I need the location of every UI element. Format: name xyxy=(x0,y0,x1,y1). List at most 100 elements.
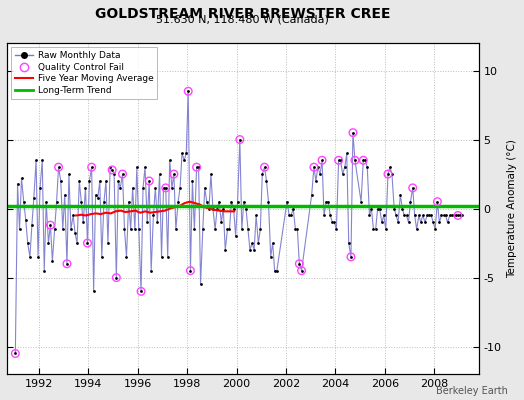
Point xyxy=(15,226,24,232)
Point xyxy=(63,260,71,267)
Point xyxy=(400,212,409,219)
Point xyxy=(40,268,48,274)
Point xyxy=(410,212,419,219)
Point xyxy=(192,164,201,170)
Point xyxy=(454,212,462,219)
Point xyxy=(392,212,400,219)
Point xyxy=(207,171,215,177)
Point xyxy=(425,212,433,219)
Point xyxy=(379,212,388,219)
Point xyxy=(163,254,172,260)
Point xyxy=(95,178,104,184)
Point xyxy=(343,150,351,156)
Point xyxy=(166,157,174,164)
Point xyxy=(402,212,411,219)
Title: GOLDSTREAM RIVER BREWSTER CREE: GOLDSTREAM RIVER BREWSTER CREE xyxy=(95,7,390,21)
Point xyxy=(176,185,184,191)
Point xyxy=(135,226,143,232)
Point xyxy=(285,212,293,219)
Point xyxy=(159,185,168,191)
Point xyxy=(384,171,392,177)
Point xyxy=(374,205,382,212)
Point xyxy=(429,219,438,226)
Point xyxy=(414,212,423,219)
Point xyxy=(433,198,442,205)
Point xyxy=(172,226,180,232)
Point xyxy=(409,185,417,191)
Point xyxy=(427,212,435,219)
Point xyxy=(133,164,141,170)
Point xyxy=(270,268,279,274)
Point xyxy=(157,254,166,260)
Point xyxy=(63,260,71,267)
Point xyxy=(421,219,429,226)
Point xyxy=(90,288,98,294)
Point xyxy=(203,198,211,205)
Point xyxy=(44,240,52,246)
Point xyxy=(130,226,139,232)
Point xyxy=(318,157,326,164)
Point xyxy=(21,216,30,223)
Point xyxy=(233,198,242,205)
Point xyxy=(81,185,90,191)
Point xyxy=(213,205,221,212)
Point xyxy=(359,157,367,164)
Point xyxy=(409,185,417,191)
Point xyxy=(359,157,367,164)
Point xyxy=(334,157,343,164)
Point xyxy=(67,226,75,232)
Point xyxy=(225,226,234,232)
Point xyxy=(30,194,38,201)
Point xyxy=(196,281,205,288)
Point xyxy=(372,226,380,232)
Point xyxy=(180,157,189,164)
Text: Berkeley Earth: Berkeley Earth xyxy=(436,386,508,396)
Point xyxy=(88,164,96,170)
Point xyxy=(419,212,427,219)
Point xyxy=(151,185,160,191)
Point xyxy=(242,205,250,212)
Point xyxy=(32,157,40,164)
Point xyxy=(106,164,114,170)
Point xyxy=(396,192,405,198)
Point xyxy=(145,178,154,184)
Point xyxy=(73,240,81,246)
Point xyxy=(349,130,357,136)
Point xyxy=(298,268,306,274)
Point xyxy=(94,194,102,201)
Point xyxy=(394,219,402,226)
Point xyxy=(83,240,92,246)
Point xyxy=(232,233,240,239)
Point xyxy=(260,164,269,170)
Point xyxy=(54,164,63,170)
Point xyxy=(19,198,28,205)
Point xyxy=(268,240,277,246)
Point xyxy=(357,198,365,205)
Point xyxy=(38,157,47,164)
Point xyxy=(324,198,332,205)
Point xyxy=(223,226,232,232)
Point xyxy=(405,219,413,226)
Point xyxy=(36,185,44,191)
Point xyxy=(406,198,414,205)
Point xyxy=(143,219,151,226)
Point xyxy=(417,219,425,226)
Point xyxy=(217,219,225,226)
Point xyxy=(71,230,79,237)
Point xyxy=(161,185,170,191)
Point xyxy=(145,178,154,184)
Point xyxy=(97,254,106,260)
Point xyxy=(244,226,252,232)
Point xyxy=(110,171,118,177)
Point xyxy=(287,212,296,219)
Point xyxy=(412,226,421,232)
Point xyxy=(108,167,116,173)
Point xyxy=(59,226,67,232)
Point xyxy=(237,226,246,232)
Point xyxy=(48,258,57,264)
Point xyxy=(310,164,318,170)
Point xyxy=(161,185,170,191)
Point xyxy=(219,205,227,212)
Y-axis label: Temperature Anomaly (°C): Temperature Anomaly (°C) xyxy=(507,139,517,278)
Point xyxy=(186,268,194,274)
